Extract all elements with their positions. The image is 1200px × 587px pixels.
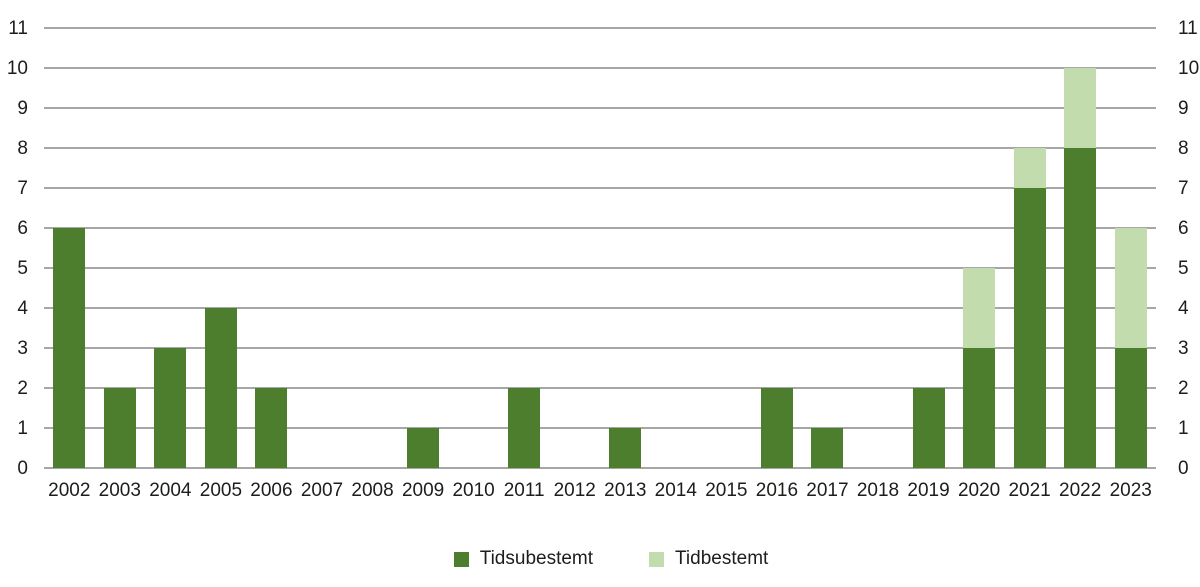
x-tick-2012: 2012 <box>553 480 596 501</box>
x-tick-2006: 2006 <box>250 480 293 501</box>
gridline-4 <box>44 307 1156 309</box>
y-tick-right-0: 0 <box>1178 457 1189 479</box>
gridline-11 <box>44 27 1156 29</box>
y-tick-left-11: 11 <box>8 17 28 39</box>
legend: Tidsubestemt Tidbestemt <box>0 548 1200 570</box>
x-tick-2023: 2023 <box>1109 480 1152 501</box>
y-tick-right-5: 5 <box>1178 257 1189 279</box>
bar-segment-tidbestemt-2023 <box>1114 228 1147 348</box>
y-tick-left-7: 7 <box>17 177 28 199</box>
bar-segment-tidsubestemt-2011 <box>508 388 541 468</box>
bar-segment-tidbestemt-2020 <box>963 268 996 348</box>
x-tick-2008: 2008 <box>351 480 394 501</box>
y-tick-right-8: 8 <box>1178 137 1189 159</box>
x-tick-2003: 2003 <box>98 480 141 501</box>
gridline-10 <box>44 67 1156 69</box>
y-tick-left-4: 4 <box>17 297 28 319</box>
x-tick-2018: 2018 <box>856 480 900 501</box>
x-tick-2002: 2002 <box>48 480 91 501</box>
legend-swatch-tidbestemt <box>649 551 665 567</box>
y-tick-left-10: 10 <box>6 57 28 79</box>
gridline-2 <box>44 387 1156 389</box>
y-tick-right-9: 9 <box>1178 97 1189 119</box>
y-tick-left-6: 6 <box>17 217 28 239</box>
y-tick-left-8: 8 <box>17 137 28 159</box>
x-tick-2022: 2022 <box>1059 480 1102 501</box>
y-tick-right-7: 7 <box>1178 177 1189 199</box>
y-tick-right-6: 6 <box>1178 217 1189 239</box>
x-tick-2010: 2010 <box>452 480 495 501</box>
y-tick-right-3: 3 <box>1178 337 1189 359</box>
bar-segment-tidsubestemt-2002 <box>53 228 86 468</box>
gridline-1 <box>44 427 1156 429</box>
legend-item-tidbestemt: Tidbestemt <box>649 548 768 570</box>
bar-segment-tidsubestemt-2020 <box>963 348 996 468</box>
y-tick-left-3: 3 <box>17 337 28 359</box>
y-tick-left-5: 5 <box>17 257 28 279</box>
y-tick-left-2: 2 <box>17 377 28 399</box>
bar-segment-tidsubestemt-2004 <box>154 348 187 468</box>
gridline-5 <box>44 267 1156 269</box>
gridline-0 <box>44 467 1156 469</box>
bar-segment-tidsubestemt-2013 <box>609 428 642 468</box>
bar-segment-tidsubestemt-2019 <box>912 388 945 468</box>
legend-swatch-tidsubestemt <box>453 551 469 567</box>
y-tick-left-9: 9 <box>17 97 28 119</box>
bar-segment-tidsubestemt-2009 <box>407 428 440 468</box>
x-tick-2004: 2004 <box>149 480 192 501</box>
y-tick-right-2: 2 <box>1178 377 1189 399</box>
y-tick-right-1: 1 <box>1178 417 1189 439</box>
gridline-6 <box>44 227 1156 229</box>
bar-segment-tidsubestemt-2021 <box>1013 188 1046 468</box>
x-tick-2019: 2019 <box>907 480 950 501</box>
x-tick-2009: 2009 <box>401 480 445 501</box>
bar-segment-tidsubestemt-2003 <box>103 388 136 468</box>
legend-item-tidsubestemt: Tidsubestemt <box>453 548 594 570</box>
y-tick-left-0: 0 <box>17 457 28 479</box>
gridline-7 <box>44 187 1156 189</box>
y-tick-right-4: 4 <box>1178 297 1189 319</box>
x-tick-2020: 2020 <box>957 480 1001 501</box>
x-tick-2016: 2016 <box>755 480 799 501</box>
x-tick-2014: 2014 <box>654 480 697 501</box>
bar-segment-tidsubestemt-2022 <box>1064 148 1097 468</box>
x-tick-2005: 2005 <box>199 480 243 501</box>
legend-label-tidsubestemt: Tidsubestemt <box>479 548 594 569</box>
gridline-8 <box>44 147 1156 149</box>
bar-segment-tidbestemt-2021 <box>1013 148 1046 188</box>
x-tick-2017: 2017 <box>806 480 849 501</box>
x-tick-2015: 2015 <box>705 480 748 501</box>
gridline-3 <box>44 347 1156 349</box>
legend-label-tidbestemt: Tidbestemt <box>675 548 769 569</box>
bar-segment-tidsubestemt-2023 <box>1114 348 1147 468</box>
x-tick-2007: 2007 <box>300 480 344 501</box>
y-tick-right-11: 11 <box>1178 17 1198 39</box>
x-tick-2021: 2021 <box>1008 480 1051 501</box>
x-tick-2013: 2013 <box>604 480 647 501</box>
bar-segment-tidsubestemt-2005 <box>204 308 237 468</box>
y-tick-right-10: 10 <box>1178 57 1200 79</box>
bar-segment-tidsubestemt-2016 <box>760 388 793 468</box>
y-tick-left-1: 1 <box>17 417 28 439</box>
gridline-9 <box>44 107 1156 109</box>
bar-segment-tidsubestemt-2006 <box>255 388 288 468</box>
x-tick-2011: 2011 <box>503 480 545 501</box>
bar-segment-tidsubestemt-2017 <box>811 428 844 468</box>
bar-segment-tidbestemt-2022 <box>1064 68 1097 148</box>
